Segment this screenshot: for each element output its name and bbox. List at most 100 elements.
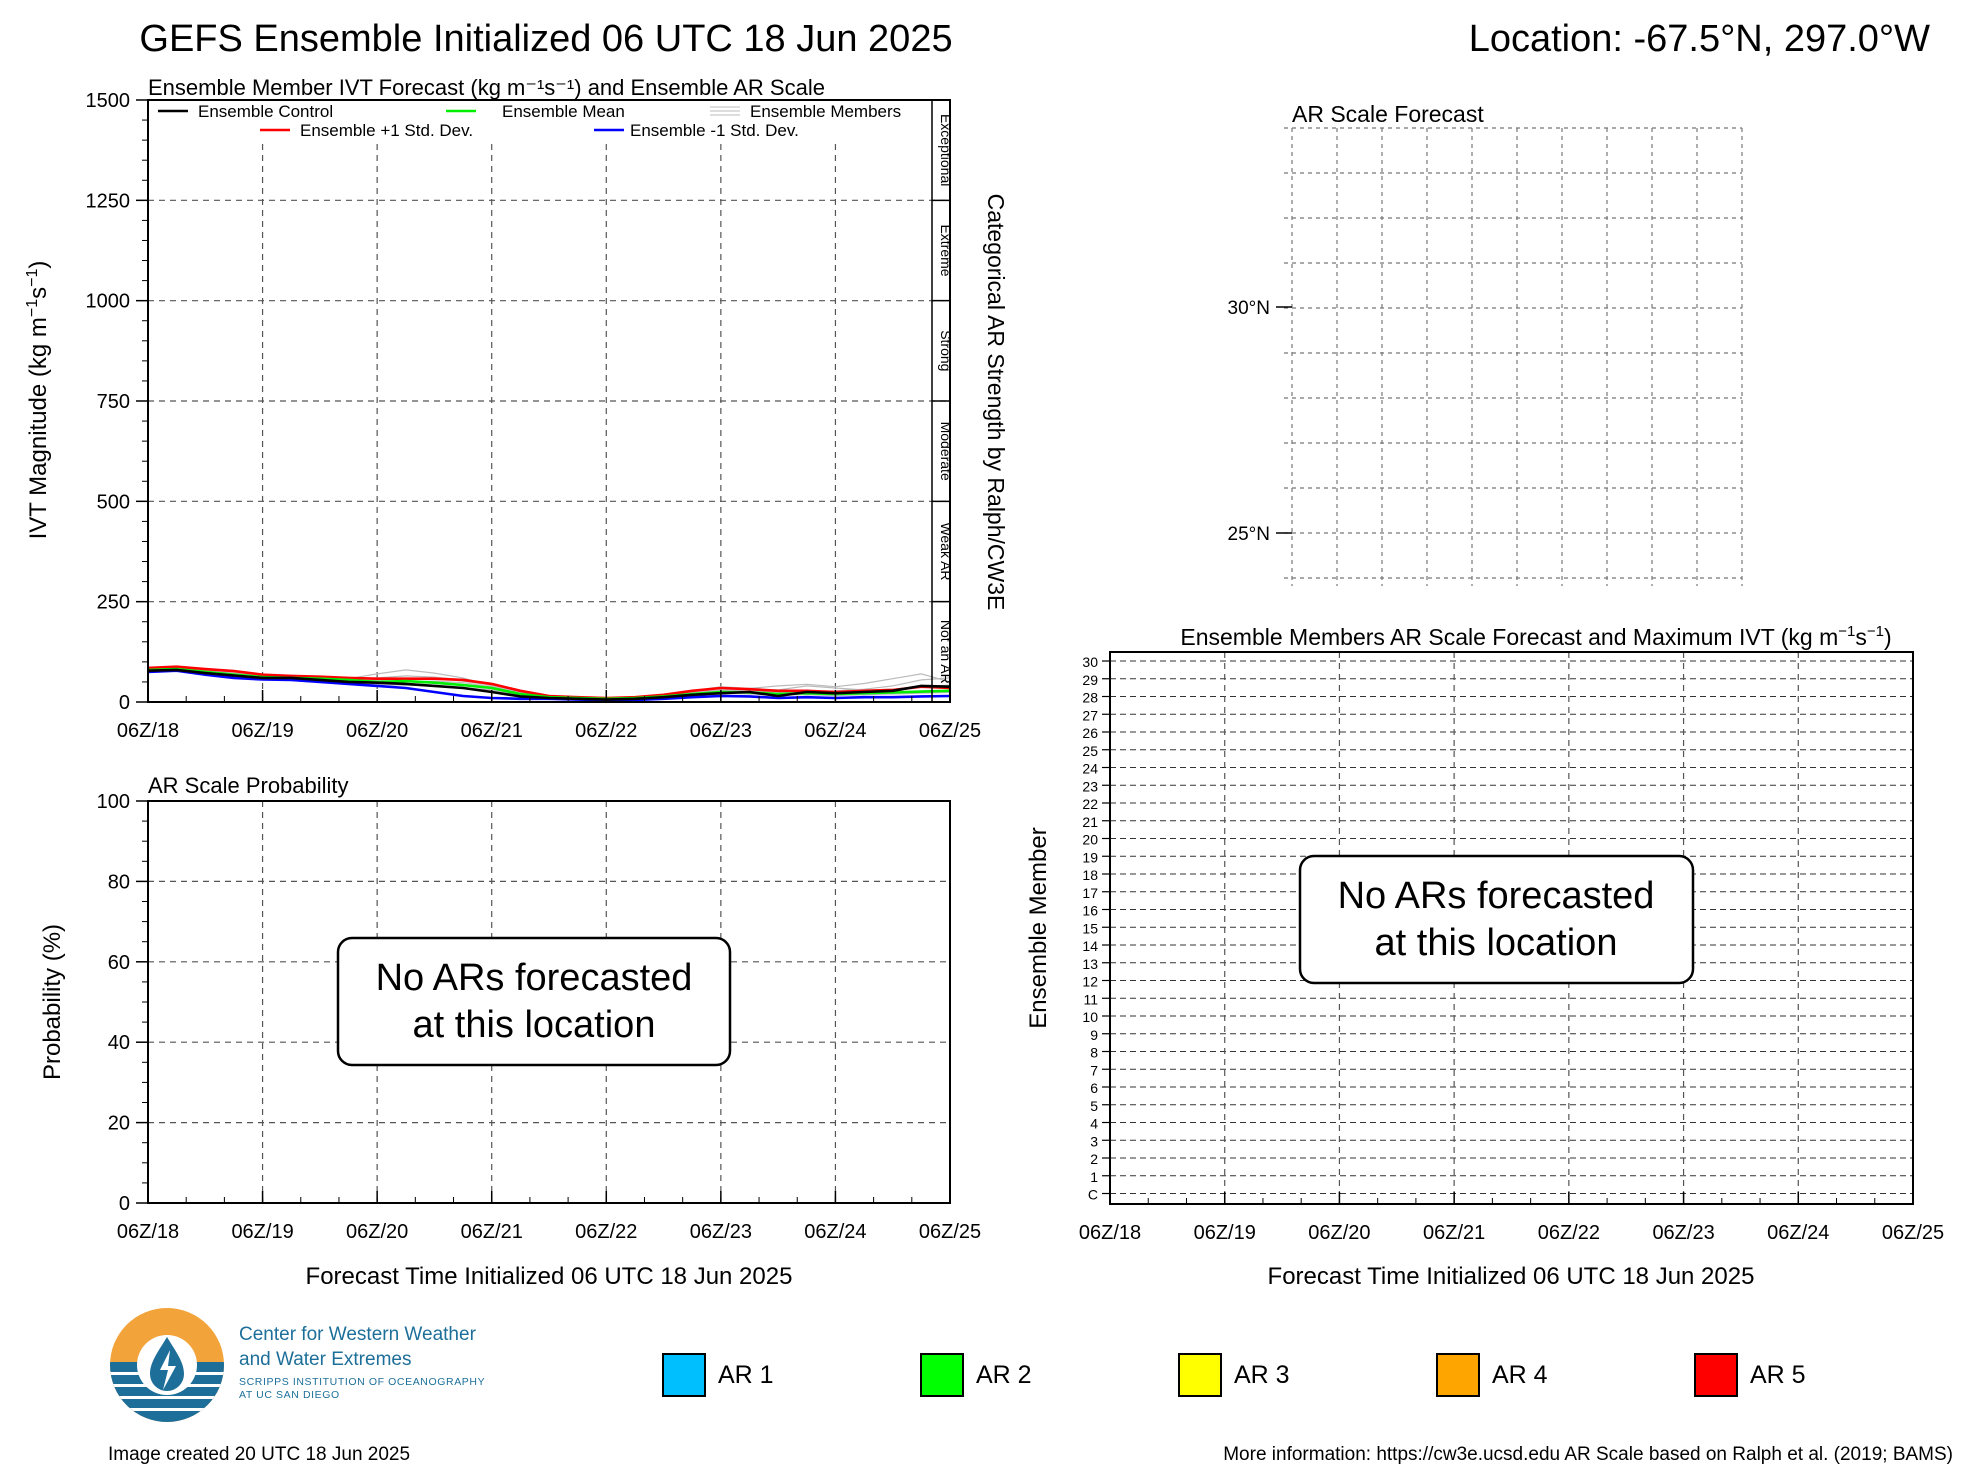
members-chart-title: Ensemble Members AR Scale Forecast and M… [1180,623,1891,650]
members-x-tick-label: 06Z/18 [1079,1222,1141,1244]
prob-y-tick-label: 0 [119,1193,130,1215]
ar-legend-ar3-swatch [1178,1353,1222,1397]
ivt-right-axis-label: Categorical AR Strength by Ralph/CW3E [983,194,1009,611]
prob-x-ticks: 06Z/18 06Z/19 06Z/20 06Z/21 06Z/22 06Z/23 06Z/… [117,1191,981,1243]
members-y-tick-label: 4 [1090,1116,1098,1132]
ivt-x-tick-label: 06Z/21 [461,720,523,742]
members-y-tick-label: 29 [1082,672,1098,688]
members-y-tick-label: 8 [1090,1045,1098,1061]
ar-legend-ar4-label: AR 4 [1492,1361,1548,1389]
map-lat-ticks: 30°N 25°N [1228,298,1292,545]
ivt-x-tick-label: 06Z/22 [575,720,637,742]
members-y-tick-label: 23 [1082,778,1098,794]
location-label: Location: -67.5°N, 297.0°W [1469,18,1930,60]
logo-line-1: Center for Western Weather [239,1324,476,1345]
ivt-y-tick-label: 0 [119,692,130,714]
ivt-y-tick-label: 250 [97,592,130,614]
legend-swatch-members [710,106,740,116]
no-ar-box-right-frame [1298,854,1695,985]
lat-label-25: 25°N [1228,524,1270,545]
logo-text: Center for Western Weather and Water Ext… [239,1322,485,1402]
ar-legend-ar3-label: AR 3 [1234,1361,1290,1389]
ivt-grid [148,100,950,702]
legend-label-members: Ensemble Members [750,102,901,121]
ar-legend-ar5-swatch [1694,1353,1738,1397]
ivt-y-tick-label: 1000 [86,291,131,313]
probability-x-axis-label: Forecast Time Initialized 06 UTC 18 Jun … [306,1263,793,1290]
prob-x-tick-label: 06Z/22 [575,1221,637,1243]
members-y-tick-label: 20 [1082,832,1098,848]
members-x-tick-label: 06Z/22 [1538,1222,1600,1244]
legend-label-control: Ensemble Control [198,102,333,121]
ar-legend-ar2-label: AR 2 [976,1361,1032,1389]
ivt-line-ensemble-control [147,668,951,701]
logo-line-2: and Water Extremes [239,1349,412,1370]
lat-label-30: 30°N [1228,298,1270,319]
legend-label-mean: Ensemble Mean [502,102,625,121]
members-x-tick-label: 06Z/23 [1652,1222,1714,1244]
ivt-legend: Ensemble Control Ensemble Mean Ensemble … [148,100,942,144]
prob-x-tick-label: 06Z/25 [919,1221,981,1243]
no-ar-box-left: No ARs forecasted at this location [336,936,732,1067]
no-ar-message-left-line2: at this location [413,1004,656,1046]
members-x-tick-label: 06Z/19 [1194,1222,1256,1244]
prob-x-tick-label: 06Z/23 [690,1221,752,1243]
ivt-category-label: Not an AR [938,620,954,684]
legend-label-minus-std: Ensemble -1 Std. Dev. [630,121,799,140]
members-y-tick-label: 12 [1082,974,1098,990]
members-x-ticks: 06Z/18 06Z/19 06Z/20 06Z/21 06Z/22 06Z/23 06Z/… [1079,1192,1944,1244]
ivt-chart-title: Ensemble Member IVT Forecast (kg m⁻¹s⁻¹)… [148,75,825,100]
ar-color-legend: AR 1 AR 2 AR 3 AR 4 AR 5 [662,1353,1806,1397]
members-x-tick-label: 06Z/20 [1308,1222,1370,1244]
ar-legend-ar1-swatch [662,1353,706,1397]
probability-chart: AR Scale Probability 06Z/18 06Z/19 06Z/20 0… [39,773,981,1290]
prob-x-tick-label: 06Z/18 [117,1221,179,1243]
members-y-tick-label: 13 [1082,956,1098,972]
members-x-axis-label: Forecast Time Initialized 06 UTC 18 Jun … [1268,1263,1755,1290]
legend-label-plus-std: Ensemble +1 Std. Dev. [300,121,473,140]
ivt-category-label: Strong [938,330,954,371]
members-y-tick-label: 7 [1090,1062,1098,1078]
members-y-tick-label: C [1088,1187,1098,1203]
ar-legend-ar1-label: AR 1 [718,1361,774,1389]
members-y-tick-label: 22 [1082,796,1098,812]
prob-x-tick-label: 06Z/19 [231,1221,293,1243]
ivt-y-tick-label: 500 [97,491,130,513]
no-ar-box-left-frame [336,936,732,1067]
ivt-x-tick-label: 06Z/18 [117,720,179,742]
ivt-x-ticks: 06Z/18 06Z/19 06Z/20 06Z/21 06Z/22 06Z/23 06Z/… [117,690,981,742]
members-y-tick-label: 21 [1082,814,1098,830]
page-title: GEFS Ensemble Initialized 06 UTC 18 Jun … [139,18,952,60]
no-ar-message-right-line2: at this location [1375,922,1618,964]
members-y-tick-label: 25 [1082,743,1098,759]
ar-scale-map-title: AR Scale Forecast [1292,101,1484,127]
prob-x-tick-label: 06Z/24 [804,1221,866,1243]
members-x-tick-label: 06Z/25 [1882,1222,1944,1244]
members-y-tick-label: 17 [1082,885,1098,901]
members-y-tick-label: 18 [1082,867,1098,883]
logo-line-3: SCRIPPS INSTITUTION OF OCEANOGRAPHY [239,1376,486,1388]
probability-chart-title: AR Scale Probability [148,773,349,798]
members-chart: Ensemble Members AR Scale Forecast and M… [1025,623,1944,1290]
ar-legend-ar5-label: AR 5 [1750,1361,1806,1389]
probability-y-axis-label: Probability (%) [39,924,66,1080]
prob-y-ticks: 0 20 40 60 80 100 [97,791,148,1215]
ivt-x-tick-label: 06Z/20 [346,720,408,742]
ivt-category-label: Exceptional [938,114,954,186]
ivt-x-tick-label: 06Z/19 [231,720,293,742]
members-y-tick-label: 2 [1090,1151,1098,1167]
members-y-tick-label: 9 [1090,1027,1098,1043]
prob-y-tick-label: 80 [108,871,130,893]
ivt-x-tick-label: 06Z/24 [804,720,866,742]
members-y-tick-label: 27 [1082,707,1098,723]
ivt-categories: Not an AR Weak AR Moderate Strong Extreme Exc… [931,100,954,702]
members-y-tick-label: 5 [1090,1098,1098,1114]
ar-scale-map: AR Scale Forecast 30°N 25°N [1228,101,1743,586]
prob-x-tick-label: 06Z/21 [461,1221,523,1243]
prob-y-tick-label: 100 [97,791,130,813]
members-x-tick-label: 06Z/21 [1423,1222,1485,1244]
members-y-tick-label: 26 [1082,725,1098,741]
members-y-tick-label: 19 [1082,849,1098,865]
